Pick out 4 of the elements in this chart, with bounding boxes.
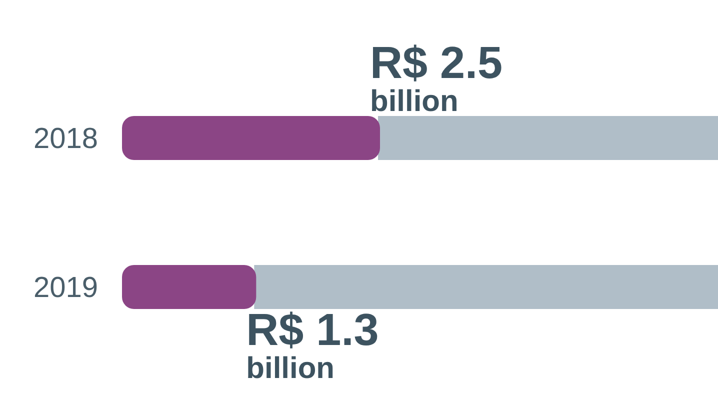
y-tick-label: 2018 <box>33 123 98 155</box>
y-tick-label: 2019 <box>33 272 98 304</box>
data-label: R$ 2.5 billion <box>370 37 516 118</box>
data-label: R$ 1.3 billion <box>246 304 392 385</box>
